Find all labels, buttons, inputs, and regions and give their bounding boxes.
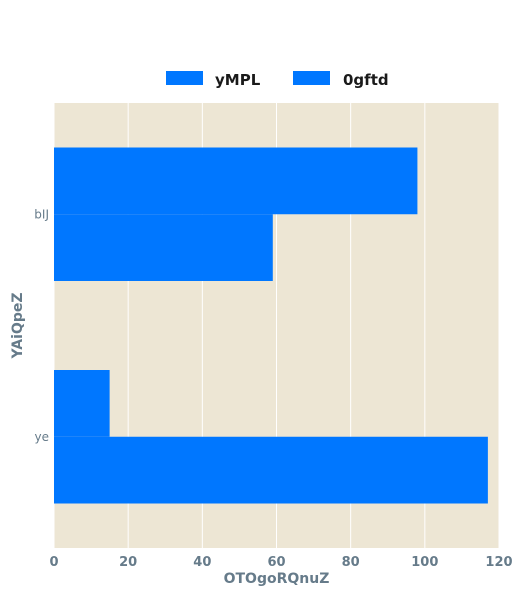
x-axis-title: OTOgoRQnuZ <box>224 571 330 587</box>
legend-label-series-1: 0gftd <box>343 71 389 89</box>
bar-bIJ-series-1 <box>54 214 273 281</box>
x-tick-label-2: 40 <box>193 555 211 570</box>
legend-label-series-0: yMPL <box>215 71 261 89</box>
x-tick-label-5: 100 <box>411 555 438 570</box>
bar-ye-series-0 <box>54 370 110 437</box>
y-tick-label-0: bIJ <box>34 207 49 221</box>
x-tick-label-6: 120 <box>485 555 512 570</box>
y-tick-label-1: ye <box>35 430 49 444</box>
legend-swatch-series-1 <box>293 71 330 85</box>
bar-bIJ-series-0 <box>54 147 418 215</box>
x-tick-label-1: 20 <box>119 555 137 570</box>
legend: yMPL 0gftd <box>166 71 389 89</box>
x-tick-label-0: 0 <box>49 555 58 570</box>
x-tick-label-3: 60 <box>267 555 285 570</box>
y-axis-title: YAiQpeZ <box>10 292 26 359</box>
y-axis-ticks: bIJ ye <box>34 207 49 444</box>
x-tick-label-4: 80 <box>342 555 360 570</box>
legend-swatch-series-0 <box>166 71 203 85</box>
bar-ye-series-1 <box>54 436 488 504</box>
x-axis-ticks: 0 20 40 60 80 100 120 <box>49 555 512 570</box>
bars <box>54 147 488 504</box>
